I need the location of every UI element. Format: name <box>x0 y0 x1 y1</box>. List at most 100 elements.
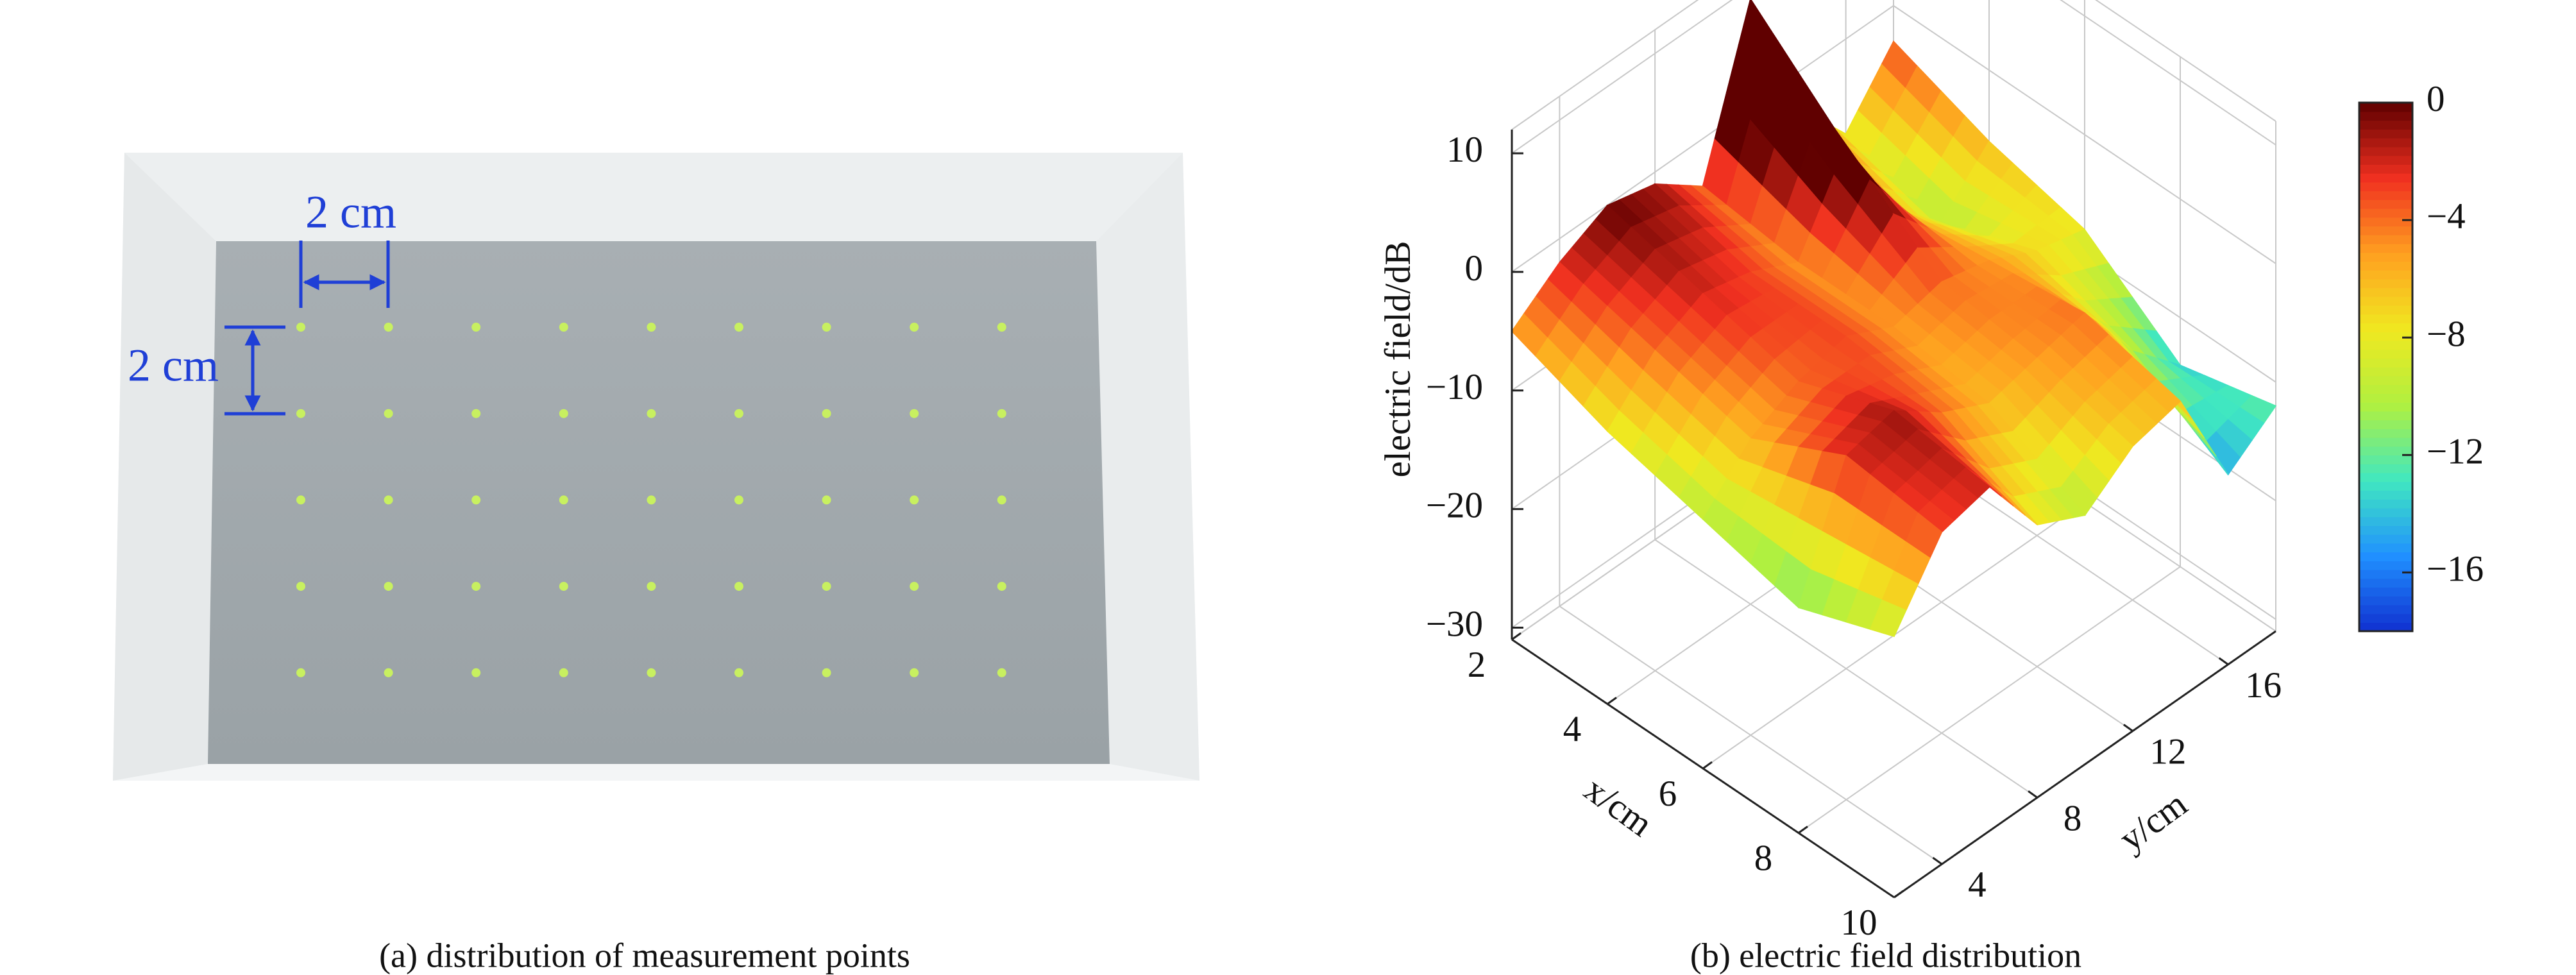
colorbar-frame <box>2358 101 2414 632</box>
spacing-label: 2 cm <box>128 340 219 391</box>
colorbar-step <box>2359 499 2412 509</box>
colorbar-step <box>2359 243 2412 253</box>
colorbar-step <box>2359 261 2412 271</box>
colorbar-step <box>2359 543 2412 553</box>
measurement-point <box>910 495 919 505</box>
colorbar-tick-label: −12 <box>2427 431 2484 471</box>
box-edge <box>2095 0 2276 122</box>
colorbar-step <box>2359 561 2412 570</box>
colorbar-step <box>2359 226 2412 235</box>
colorbar-step <box>2359 437 2412 447</box>
colorbar-step <box>2359 525 2412 535</box>
panel-a: 2 cm 2 cm (a) distribution of measuremen… <box>113 153 1199 974</box>
panel-b: (b) electric field distribution electric… <box>1378 0 2484 974</box>
colorbar-step <box>2359 269 2412 280</box>
y-axis <box>1894 630 2276 899</box>
measurement-point <box>559 495 568 505</box>
y-tick <box>2218 657 2229 666</box>
measurement-point <box>647 409 656 418</box>
colorbar-step <box>2359 455 2412 464</box>
measurement-point <box>296 495 305 505</box>
colorbar-step <box>2359 323 2412 332</box>
x-tick <box>1894 890 1904 899</box>
y-tick-label: 8 <box>2063 798 2082 838</box>
measurement-point <box>822 323 831 332</box>
x-tick <box>1607 697 1617 705</box>
measurement-point <box>997 582 1006 591</box>
y-tick-label: 16 <box>2245 665 2282 706</box>
colorbar-step <box>2359 411 2412 421</box>
colorbar-tick-label: 0 <box>2427 79 2445 119</box>
colorbar-step <box>2359 137 2412 148</box>
measurement-point <box>296 323 305 332</box>
grid-line <box>1654 539 2038 799</box>
measurement-point <box>734 582 743 591</box>
y-tick <box>2123 724 2133 732</box>
grid-line <box>1559 606 1942 865</box>
measurement-point <box>910 668 919 677</box>
surface <box>1511 0 2277 638</box>
colorbar-step <box>2359 596 2412 606</box>
left-wall <box>113 153 216 781</box>
x-tick-label: 6 <box>1659 774 1677 814</box>
colorbar-step <box>2359 367 2412 377</box>
y-tick <box>1932 856 1943 865</box>
spacing-label: 2 cm <box>305 187 396 238</box>
colorbar-step <box>2359 375 2412 386</box>
measurement-point <box>471 582 481 591</box>
measurement-point <box>471 495 481 505</box>
z-tick-label: 0 <box>1465 248 1484 289</box>
colorbar-step <box>2359 613 2412 623</box>
grid-line <box>1798 566 2181 834</box>
colorbar-step <box>2359 428 2412 438</box>
measurement-point <box>559 582 568 591</box>
colorbar-step <box>2359 552 2412 561</box>
colorbar-step <box>2359 146 2412 157</box>
colorbar-step <box>2359 384 2412 394</box>
colorbar-step <box>2359 464 2412 473</box>
top-wall <box>124 153 1183 241</box>
colorbar-step <box>2359 252 2412 262</box>
measurement-point <box>647 323 656 332</box>
colorbar-step <box>2359 120 2412 130</box>
x-axis-label: x/cm <box>1577 769 1660 845</box>
measurement-point <box>384 409 393 418</box>
z-tick-label: −20 <box>1426 486 1483 526</box>
x-tick-label: 2 <box>1468 645 1486 685</box>
grid-line <box>1511 5 1894 273</box>
x-tick-label: 4 <box>1563 709 1582 750</box>
x-tick-label: 10 <box>1841 903 1877 943</box>
measurement-point <box>296 409 305 418</box>
y-axis-label: y/cm <box>2112 784 2194 860</box>
z-axis-label: electric field/dB <box>1378 241 1418 478</box>
colorbar-step <box>2359 622 2412 632</box>
measurement-point <box>997 495 1006 505</box>
right-wall <box>1096 153 1199 781</box>
colorbar-step <box>2359 164 2412 174</box>
colorbar-step <box>2359 402 2412 412</box>
measurement-point <box>647 582 656 591</box>
colorbar-step <box>2359 155 2412 165</box>
measurement-point <box>647 495 656 505</box>
measurement-point <box>384 495 393 505</box>
measurement-point <box>471 409 481 418</box>
colorbar-step <box>2359 349 2412 359</box>
colorbar-step <box>2359 481 2412 491</box>
colorbar-tick-label: −4 <box>2427 196 2466 237</box>
colorbar-step <box>2359 420 2412 429</box>
colorbar-step <box>2359 604 2412 615</box>
colorbar-step <box>2359 314 2412 324</box>
colorbar-step <box>2359 393 2412 403</box>
measurement-point <box>910 582 919 591</box>
measurement-point <box>910 323 919 332</box>
colorbar-step <box>2359 173 2412 183</box>
x-tick-label: 8 <box>1754 838 1773 879</box>
measurement-point <box>997 668 1006 677</box>
colorbar-step <box>2359 340 2412 350</box>
measurement-point <box>647 668 656 677</box>
x-tick <box>1511 632 1521 641</box>
measurement-point <box>822 582 831 591</box>
colorbar-step <box>2359 569 2412 579</box>
